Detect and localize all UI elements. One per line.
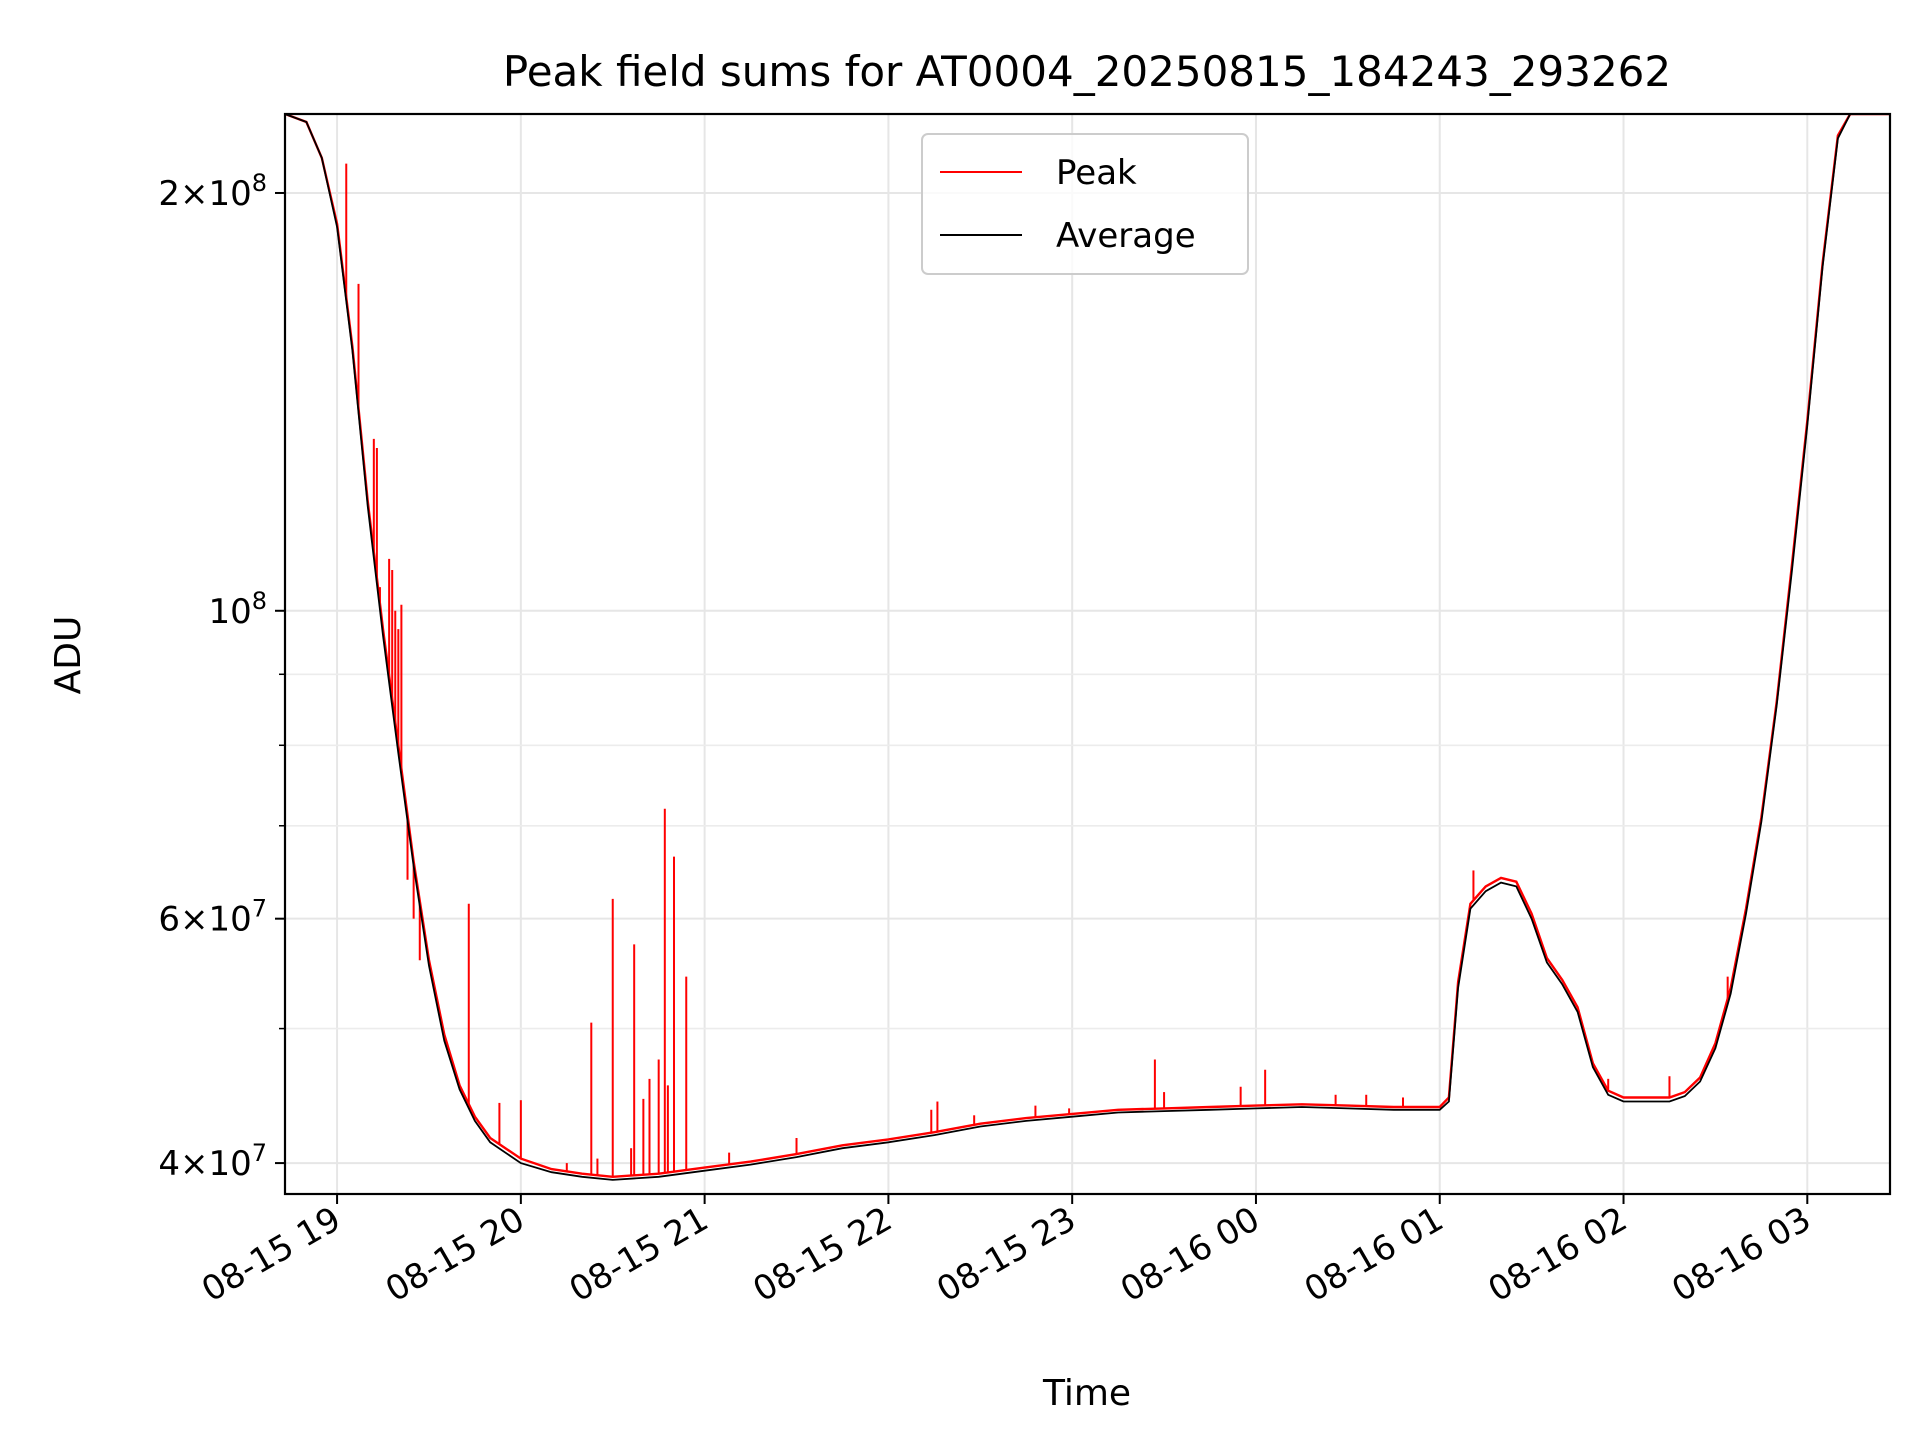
series-line-average bbox=[285, 114, 1890, 1181]
legend-box bbox=[921, 133, 1249, 275]
legend-label-peak: Peak bbox=[1056, 153, 1137, 193]
series-line-peak bbox=[285, 114, 1890, 1179]
series-layer bbox=[285, 114, 1890, 1181]
grid bbox=[285, 114, 1890, 1194]
plot-frame bbox=[283, 112, 1892, 1196]
series-average bbox=[285, 114, 1890, 1181]
y-tick-label: 2×108 bbox=[158, 169, 267, 214]
y-tick-label: 4×107 bbox=[158, 1139, 267, 1184]
chart-title: Peak field sums for AT0004_20250815_1842… bbox=[503, 47, 1671, 96]
legend: Peak Average bbox=[921, 133, 1249, 275]
y-axis-label: ADU bbox=[48, 616, 89, 695]
y-tick-label: 6×107 bbox=[158, 895, 267, 940]
series-peak bbox=[285, 114, 1890, 1179]
y-tick-label: 108 bbox=[208, 587, 267, 632]
legend-label-average: Average bbox=[1056, 216, 1196, 256]
x-axis-label: Time bbox=[1042, 1373, 1131, 1414]
